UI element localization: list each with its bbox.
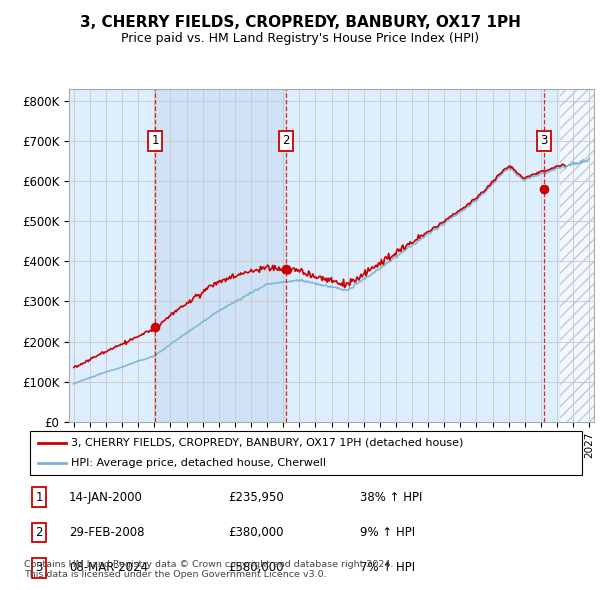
Text: 3, CHERRY FIELDS, CROPREDY, BANBURY, OX17 1PH: 3, CHERRY FIELDS, CROPREDY, BANBURY, OX1… (80, 15, 520, 30)
Bar (560, 88, 594, 422)
Text: 14-JAN-2000: 14-JAN-2000 (69, 490, 143, 504)
Text: Contains HM Land Registry data © Crown copyright and database right 2024.
This d: Contains HM Land Registry data © Crown c… (24, 560, 394, 579)
Text: 1: 1 (151, 134, 159, 148)
Text: 2: 2 (282, 134, 290, 148)
Text: HPI: Average price, detached house, Cherwell: HPI: Average price, detached house, Cher… (71, 458, 326, 468)
Text: 9% ↑ HPI: 9% ↑ HPI (360, 526, 415, 539)
Bar (155, 88, 286, 422)
Text: 3, CHERRY FIELDS, CROPREDY, BANBURY, OX17 1PH (detached house): 3, CHERRY FIELDS, CROPREDY, BANBURY, OX1… (71, 438, 464, 448)
Text: £380,000: £380,000 (228, 526, 284, 539)
Text: Price paid vs. HM Land Registry's House Price Index (HPI): Price paid vs. HM Land Registry's House … (121, 32, 479, 45)
Text: 2: 2 (35, 526, 43, 539)
Text: 1: 1 (35, 490, 43, 504)
Text: £235,950: £235,950 (228, 490, 284, 504)
Text: 08-MAR-2024: 08-MAR-2024 (69, 561, 148, 575)
Text: 3: 3 (35, 561, 43, 575)
Text: £580,000: £580,000 (228, 561, 284, 575)
Text: 7% ↑ HPI: 7% ↑ HPI (360, 561, 415, 575)
Text: 3: 3 (540, 134, 548, 148)
Text: 29-FEB-2008: 29-FEB-2008 (69, 526, 145, 539)
FancyBboxPatch shape (30, 431, 582, 475)
Text: 38% ↑ HPI: 38% ↑ HPI (360, 490, 422, 504)
